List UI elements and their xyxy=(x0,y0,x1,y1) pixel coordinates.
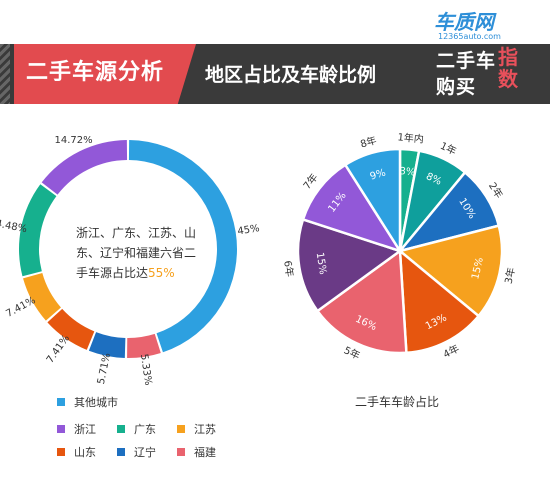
pie-slice-3 xyxy=(397,224,504,318)
pie-value-label-8: 9% xyxy=(369,168,387,183)
legend-item-shandong: 山东 xyxy=(57,445,96,461)
logo-url: 12365auto.com xyxy=(438,32,501,41)
hatch-decoration xyxy=(0,44,10,104)
legend-swatch xyxy=(177,425,185,433)
pie-category-label-3: 3年 xyxy=(502,266,518,285)
center-text-highlight: 55% xyxy=(148,266,175,280)
brand-red: 指数 xyxy=(498,45,518,91)
legend-label: 浙江 xyxy=(74,423,96,436)
donut-slice-5 xyxy=(18,184,57,277)
donut-label-2: 5.71% xyxy=(96,352,113,385)
pie-value-label-3: 15% xyxy=(470,256,486,280)
header: 二手车源分析 地区占比及车龄比例 车质网 12365auto.com 二手车 购… xyxy=(0,0,550,106)
legend-item-jiangsu: 江苏 xyxy=(177,422,216,438)
legend-item-fujian: 福建 xyxy=(177,445,216,461)
title-box xyxy=(14,44,196,104)
pie-category-label-6: 6年 xyxy=(281,260,296,278)
charts-canvas: 45%5.33%5.71%7.41%7.41%14.48%14.72%3%1年内… xyxy=(0,130,518,386)
donut-slice-4 xyxy=(23,273,61,321)
legend-label: 江苏 xyxy=(194,423,216,436)
donut-slice-2 xyxy=(88,332,126,358)
pie-category-label-5: 5年 xyxy=(342,343,362,362)
donut-center-text: 浙江、广东、江苏、山 东、辽宁和福建六省二 手车源占比达55% xyxy=(76,223,226,283)
donut-slice-6 xyxy=(41,140,128,195)
legend-label: 其他城市 xyxy=(74,396,118,409)
legend-label: 山东 xyxy=(74,446,96,459)
legend-swatch xyxy=(57,398,65,406)
donut-label-1: 5.33% xyxy=(138,353,154,386)
pie-slice-8 xyxy=(343,147,402,256)
legend-item-zhejiang: 浙江 xyxy=(57,422,96,438)
brand-line1: 二手车 xyxy=(436,50,497,72)
donut-slice-1 xyxy=(127,333,161,358)
center-text-line3: 手车源占比达 xyxy=(76,266,149,280)
pie-category-label-8: 8年 xyxy=(359,133,378,150)
pie-value-label-0: 3% xyxy=(399,166,416,178)
pie-slice-5 xyxy=(315,248,408,355)
pie-category-label-2: 2年 xyxy=(486,180,506,201)
pie-slice-4 xyxy=(398,248,481,355)
donut-label-3: 7.41% xyxy=(45,333,72,365)
pie-slice-6 xyxy=(296,217,403,313)
legend-label: 福建 xyxy=(194,446,216,459)
donut-slice-3 xyxy=(47,308,95,350)
pie-slice-7 xyxy=(301,163,403,254)
brand-line2: 购买 xyxy=(436,76,477,98)
legend-label: 广东 xyxy=(134,423,156,436)
subtitle: 地区占比及车龄比例 xyxy=(205,64,377,86)
center-text-line2: 东、辽宁和福建六省二 xyxy=(76,246,197,260)
legend-swatch xyxy=(57,425,65,433)
donut-label-6: 14.72% xyxy=(55,135,93,146)
legend-swatch xyxy=(117,448,125,456)
legend-item-guangdong: 广东 xyxy=(117,422,156,438)
pie-category-label-0: 1年内 xyxy=(397,130,424,145)
donut-label-4: 7.41% xyxy=(4,295,37,320)
legend-item-liaoning: 辽宁 xyxy=(117,445,156,461)
main-title: 二手车源分析 xyxy=(26,60,165,85)
brand-logo: 车质网 12365auto.com 二手车 购买 指数 xyxy=(424,6,544,104)
legend-swatch xyxy=(57,448,65,456)
pie-category-label-1: 1年 xyxy=(438,139,458,158)
logo-text: 车质网 xyxy=(434,10,494,34)
donut-slice-0 xyxy=(128,140,238,353)
center-text-line1: 浙江、广东、江苏、山 xyxy=(76,226,197,240)
legend-swatch xyxy=(177,448,185,456)
legend-label: 辽宁 xyxy=(134,446,156,459)
pie-caption: 二手车车龄占比 xyxy=(355,395,440,409)
donut-label-0: 45% xyxy=(237,223,261,237)
legend-item-other: 其他城市 xyxy=(57,395,118,411)
pie-category-label-4: 4年 xyxy=(441,342,461,361)
legend-swatch xyxy=(117,425,125,433)
pie-value-label-6: 15% xyxy=(314,252,328,276)
